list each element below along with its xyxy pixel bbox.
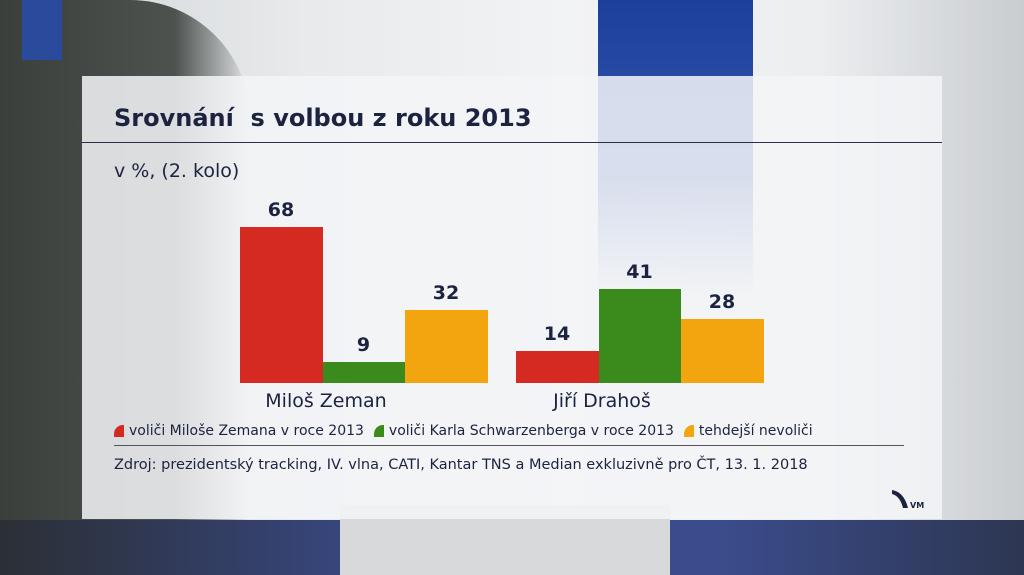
legend-swatch — [114, 425, 124, 437]
background-curtain — [22, 0, 62, 60]
data-label: 14 — [543, 322, 571, 345]
bar — [405, 309, 488, 383]
legend-item: voliči Karla Schwarzenberga v roce 2013 — [373, 423, 674, 439]
source-note: Zdroj: prezidentský tracking, IV. vlna, … — [114, 457, 808, 473]
data-label: 28 — [708, 290, 736, 313]
ct-logo-icon: VM — [890, 488, 930, 510]
chart-title: Srovnání s volbou z roku 2013 — [114, 104, 532, 132]
legend-label: tehdejší nevoliči — [698, 423, 813, 439]
data-label: 68 — [267, 199, 295, 222]
legend-item: tehdejší nevoliči — [683, 423, 813, 439]
legend-swatch — [683, 425, 694, 437]
legend-item: voliči Miloše Zemana v roce 2013 — [114, 423, 364, 439]
category-label: Miloš Zeman — [265, 390, 387, 412]
bar — [322, 362, 405, 383]
data-label: 41 — [626, 261, 653, 284]
legend-label: voliči Miloše Zemana v roce 2013 — [129, 423, 364, 439]
chart-panel: Srovnání s volbou z roku 2013 v %, (2. k… — [82, 76, 942, 519]
category-label: Jiří Drahoš — [553, 390, 651, 412]
title-divider — [82, 142, 942, 143]
bar — [681, 318, 764, 383]
data-label: 9 — [356, 334, 371, 357]
legend-divider — [114, 445, 904, 446]
data-label: 32 — [432, 281, 460, 304]
legend-label: voliči Karla Schwarzenberga v roce 2013 — [388, 423, 674, 439]
bar — [240, 227, 323, 383]
legend-swatch — [373, 425, 384, 437]
chart-subtitle: v %, (2. kolo) — [114, 160, 240, 182]
legend: voliči Miloše Zemana v roce 2013 voliči … — [114, 423, 813, 439]
svg-text:VM: VM — [910, 501, 924, 510]
bar — [598, 289, 681, 383]
bar — [516, 350, 599, 383]
